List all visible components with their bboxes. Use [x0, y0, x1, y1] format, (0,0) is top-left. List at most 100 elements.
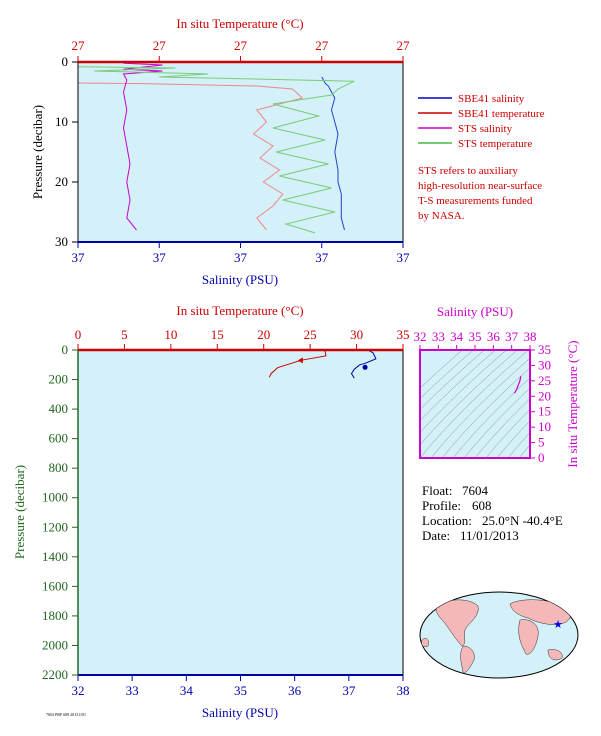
upper-bottom-tick-label: 37 [397, 250, 411, 265]
map-landmass-eurasia [509, 599, 571, 625]
upper-left-tick-label: 20 [55, 174, 68, 189]
map-landmass-africa [518, 619, 539, 655]
sts-note: STS refers to auxiliary high-resolution … [418, 165, 542, 222]
ts-right-tick-label: 35 [538, 342, 551, 357]
lower-top-axis-title: In situ Temperature (°C) [176, 303, 303, 318]
upper-left-tick-label: 10 [55, 114, 68, 129]
location-value: 25.0°N -40.4°E [482, 513, 563, 528]
float-label: Float: [422, 483, 452, 498]
upper-series-sbe41-salinity [321, 76, 345, 231]
upper-bottom-tick-label: 37 [153, 250, 167, 265]
profile-value: 608 [472, 498, 492, 513]
ts-right-tick-label: 0 [538, 450, 545, 465]
lower-salinity-marker [362, 364, 368, 370]
ts-density-contour [496, 420, 530, 458]
ts-top-tick-label: 34 [450, 329, 464, 344]
upper-left-tick-label: 0 [62, 54, 69, 69]
date-label: Date: [422, 528, 450, 543]
lower-top-tick-label: 20 [257, 327, 270, 342]
ts-right-axis-title: In situ Temperature (°C) [565, 340, 580, 467]
ts-top-tick-label: 36 [487, 329, 501, 344]
upper-bottom-axis-title: Salinity (PSU) [202, 272, 278, 287]
lower-top-tick-label: 25 [304, 327, 317, 342]
lower-chart: 0 5 10 15 20 25 30 35 32 33 34 35 36 37 38 0 200 400 600 80… [12, 303, 410, 720]
upper-top-tick-label: 27 [234, 38, 248, 53]
lower-left-tick-label: 0 [62, 342, 69, 357]
lower-left-tick-label: 1400 [42, 549, 68, 564]
upper-plot-area [78, 62, 403, 242]
lower-left-tick-label: 2200 [42, 667, 68, 682]
ts-series [513, 376, 522, 394]
float-location-marker-icon: ★ [553, 619, 563, 631]
footer-id: 7604 PRF 608 20131101 [46, 712, 86, 717]
ts-density-contour [420, 350, 529, 458]
lower-left-tick-label: 1200 [42, 519, 68, 534]
upper-top-tick-label: 27 [153, 38, 167, 53]
world-map: ★ [419, 591, 579, 679]
float-info: Float: 7604 Profile: 608 Location: 25.0°… [422, 483, 563, 543]
ts-top-tick-label: 33 [432, 329, 445, 344]
upper-top-tick-label: 27 [72, 38, 86, 53]
lower-series-salinity [350, 349, 377, 379]
lower-top-tick-label: 5 [121, 327, 128, 342]
ts-top-tick-label: 35 [469, 329, 482, 344]
ts-density-contour [441, 367, 530, 458]
lower-bottom-tick-label: 33 [126, 683, 139, 698]
ts-right-tick-label: 20 [538, 388, 551, 403]
upper-bottom-tick-label: 37 [72, 250, 86, 265]
ts-density-contour [452, 377, 530, 458]
ts-density-contour [463, 387, 530, 458]
map-land [421, 599, 571, 673]
upper-top-tick-label: 27 [397, 38, 411, 53]
map-landmass-australia [547, 649, 563, 661]
lower-left-tick-label: 2000 [42, 637, 68, 652]
lower-left-tick-label: 400 [49, 401, 69, 416]
ts-density-contour [474, 398, 530, 458]
lower-top-tick-label: 30 [350, 327, 363, 342]
upper-chart: 27 27 27 27 27 37 37 37 37 37 0 10 20 30 In situ Temp… [30, 16, 545, 287]
lower-top-tick-label: 35 [397, 327, 410, 342]
lower-left-tick-label: 1000 [42, 490, 68, 505]
note-line-3: T-S measurements funded [418, 195, 533, 207]
upper-bottom-tick-label: 37 [315, 250, 329, 265]
upper-left-tick-label: 30 [55, 234, 68, 249]
lower-bottom-axis-title: Salinity (PSU) [202, 705, 278, 720]
ts-density-contour [420, 350, 474, 399]
lower-top-tick-label: 0 [75, 327, 82, 342]
float-value: 7604 [462, 483, 489, 498]
ts-density-contour [420, 350, 507, 433]
lower-plot-area [78, 350, 403, 675]
ts-right-tick-label: 10 [538, 419, 551, 434]
upper-top-tick-label: 27 [315, 38, 329, 53]
ts-top-tick-label: 37 [505, 329, 519, 344]
legend-label-sbe41-temperature: SBE41 temperature [458, 108, 545, 120]
lower-temperature-marker [297, 357, 303, 364]
lower-bottom-tick-label: 38 [397, 683, 410, 698]
ts-density-contour [420, 350, 518, 446]
lower-left-tick-label: 1800 [42, 608, 68, 623]
lower-top-tick-label: 15 [211, 327, 224, 342]
upper-bottom-tick-label: 37 [234, 250, 248, 265]
upper-top-axis-title: In situ Temperature (°C) [176, 16, 303, 31]
date-value: 11/01/2013 [460, 528, 519, 543]
lower-bottom-tick-label: 32 [72, 683, 85, 698]
ts-top-axis-title: Salinity (PSU) [437, 304, 513, 319]
lower-bottom-tick-label: 36 [288, 683, 302, 698]
ts-density-contour [507, 432, 530, 458]
map-landmass-north-america [435, 599, 479, 647]
ts-density-contour [420, 350, 463, 389]
lower-left-axis-title: Pressure (decibar) [12, 465, 27, 559]
ts-density-contour [420, 350, 496, 422]
ts-right-tick-label: 5 [538, 435, 545, 450]
lower-left-tick-label: 800 [49, 460, 69, 475]
note-line-1: STS refers to auxiliary [418, 165, 518, 177]
lower-left-tick-label: 600 [49, 431, 69, 446]
legend-label-sts-salinity: STS salinity [458, 123, 513, 135]
upper-left-axis-title: Pressure (decibar) [30, 105, 45, 199]
ts-right-tick-label: 15 [538, 404, 551, 419]
ts-density-contour [485, 409, 530, 458]
map-landmass-asia-west-wrap [421, 638, 429, 647]
note-line-2: high-resolution near-surface [418, 180, 542, 192]
legend-label-sts-temperature: STS temperature [458, 138, 532, 150]
